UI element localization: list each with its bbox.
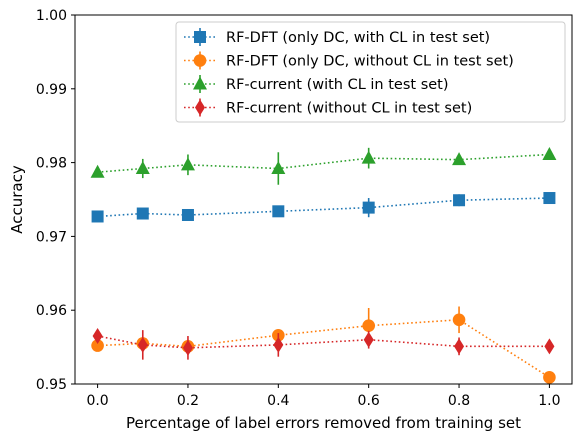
legend-entry-3: RF-current (with CL in test set) — [184, 75, 449, 93]
series-line — [97, 335, 550, 349]
axes: 0.95 0.96 0.97 0.98 0.99 1.00 0.0 0.2 0.4 0.6 0.8 1… — [8, 8, 573, 432]
data-point — [90, 164, 105, 178]
legend-box — [175, 21, 566, 123]
data-point — [181, 208, 194, 221]
x-tick-label: 0.2 — [177, 393, 199, 409]
x-tick-label: 1.0 — [538, 393, 560, 409]
data-point — [543, 371, 556, 384]
data-point — [271, 161, 286, 175]
data-point — [91, 210, 104, 223]
y-tick-label: 0.98 — [36, 156, 67, 172]
y-tick-label: 0.95 — [36, 377, 67, 393]
series-line — [97, 197, 550, 218]
legend-label: RF-current (with CL in test set) — [226, 77, 449, 93]
legend-label: RF-DFT (only DC, without CL in test set) — [226, 54, 514, 70]
data-point — [272, 205, 285, 218]
data-point — [453, 194, 466, 207]
legend-entry-4: RF-current (without CL in test set) — [184, 98, 472, 117]
data-point — [454, 338, 465, 355]
legend-marker — [193, 54, 207, 67]
legend-entry-1: RF-DFT (only DC, with CL in test set) — [184, 28, 490, 46]
data-point — [180, 157, 195, 171]
data-point — [362, 319, 375, 332]
x-tick-label: 0.0 — [86, 393, 108, 409]
y-tick-label: 0.99 — [36, 82, 67, 98]
series-3 — [90, 146, 557, 185]
data-point — [92, 328, 103, 345]
legend-label: RF-DFT (only DC, with CL in test set) — [226, 30, 490, 46]
series-line — [97, 153, 550, 173]
y-tick-label: 0.96 — [36, 303, 67, 319]
y-axis-label: Accuracy — [8, 165, 26, 234]
data-point — [452, 313, 466, 327]
plot-area — [90, 146, 557, 384]
legend-marker — [194, 31, 206, 43]
data-point — [361, 150, 376, 164]
y-tick-label: 1.00 — [36, 8, 67, 24]
data-point — [91, 339, 104, 352]
series-4 — [92, 328, 555, 360]
data-point — [136, 207, 149, 220]
y-tick-label: 0.97 — [36, 229, 67, 245]
data-point — [273, 336, 284, 353]
data-point — [544, 338, 555, 355]
series-1 — [91, 192, 556, 223]
legend-marker — [195, 99, 205, 116]
series-line — [97, 318, 550, 379]
x-tick-label: 0.8 — [448, 393, 470, 409]
x-tick-label: 0.6 — [358, 393, 380, 409]
legend: RF-DFT (only DC, with CL in test set) RF-… — [175, 21, 566, 123]
legend-entry-2: RF-DFT (only DC, without CL in test set) — [184, 51, 514, 70]
data-point — [182, 339, 193, 356]
data-point — [542, 146, 557, 160]
legend-label: RF-current (without CL in test set) — [226, 101, 472, 117]
data-point — [135, 161, 150, 175]
series-2 — [91, 306, 556, 384]
data-point — [362, 201, 375, 214]
data-point — [363, 331, 374, 348]
x-axis-label: Percentage of label errors removed from … — [126, 414, 521, 432]
data-point — [543, 192, 556, 205]
data-point — [452, 152, 467, 166]
data-point — [137, 336, 148, 353]
x-tick-label: 0.4 — [267, 393, 289, 409]
axes-frame — [74, 14, 573, 385]
legend-marker — [193, 76, 207, 90]
